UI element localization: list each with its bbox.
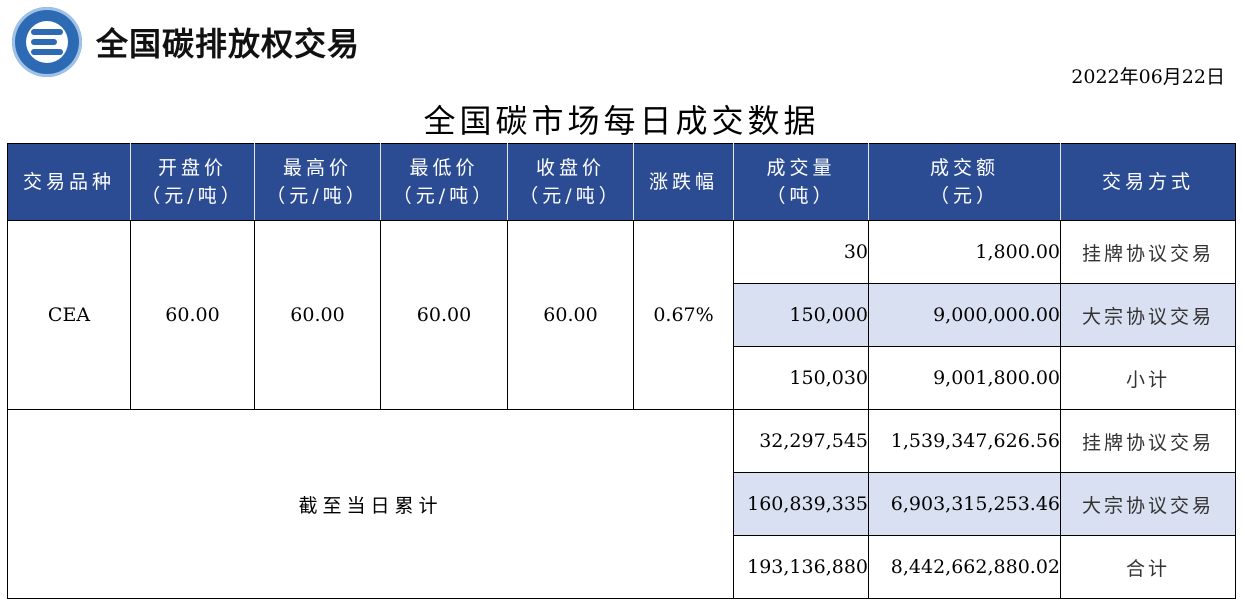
mode-cell: 大宗协议交易 <box>1060 472 1236 536</box>
total-amount-cell: 8,442,662,880.02 <box>868 535 1061 599</box>
brand-name: 全国碳排放权交易 <box>96 25 361 63</box>
page-title: 全国碳市场每日成交数据 <box>423 102 820 140</box>
subtotal-amount-cell: 9,001,800.00 <box>868 346 1061 410</box>
brand-header: 全国碳排放权交易 <box>12 6 360 78</box>
volume-cell: 150,000 <box>733 283 869 347</box>
total-volume-cell: 193,136,880 <box>733 535 869 599</box>
subtotal-label-cell: 小计 <box>1060 346 1236 410</box>
subtotal-volume-cell: 150,030 <box>733 346 869 410</box>
carbon-exchange-logo-icon <box>12 7 82 77</box>
report-date: 2022年06月22日 <box>1071 66 1225 88</box>
volume-cell: 32,297,545 <box>733 409 869 473</box>
close-price-cell: 60.00 <box>507 220 634 410</box>
col-header-change: 涨跌幅 <box>633 143 734 221</box>
table-row: 150,030 9,001,800.00 小计 <box>8 346 1236 410</box>
mode-cell: 挂牌协议交易 <box>1060 409 1236 473</box>
open-price-cell: 60.00 <box>130 220 255 410</box>
change-cell: 0.67% <box>633 220 734 410</box>
volume-cell: 30 <box>733 220 869 284</box>
product-cell: CEA <box>7 220 131 410</box>
amount-cell: 1,539,347,626.56 <box>868 409 1061 473</box>
table-row: 150,000 9,000,000.00 大宗协议交易 <box>8 283 1236 347</box>
mode-cell: 挂牌协议交易 <box>1060 220 1236 284</box>
cumulative-label: 截至当日累计 <box>298 494 443 517</box>
amount-cell: 1,800.00 <box>868 220 1061 284</box>
col-header-mode: 交易方式 <box>1060 143 1236 221</box>
volume-cell: 160,839,335 <box>733 472 869 536</box>
trading-data-table: 交易品种 开盘价 （元/吨） 最高价 （元/吨） 最低价 （元/吨） 收盘价 （元/吨）… <box>7 143 1236 599</box>
mode-cell: 大宗协议交易 <box>1060 283 1236 347</box>
col-header-low: 最低价 （元/吨） <box>380 143 508 221</box>
col-header-amount: 成交额 （元） <box>868 143 1061 221</box>
col-header-close: 收盘价 （元/吨） <box>507 143 634 221</box>
col-header-high: 最高价 （元/吨） <box>254 143 381 221</box>
high-price-cell: 60.00 <box>254 220 381 410</box>
col-header-product: 交易品种 <box>7 143 131 221</box>
amount-cell: 6,903,315,253.46 <box>868 472 1061 536</box>
low-price-cell: 60.00 <box>380 220 508 410</box>
table-row: 193,136,880 8,442,662,880.02 合计 <box>8 535 1236 599</box>
table-row: CEA 60.00 60.00 60.00 60.00 0.67% 30 1,8… <box>7 220 1236 410</box>
total-label-cell: 合计 <box>1060 535 1236 599</box>
cumulative-label-cell: 截至当日累计 <box>7 409 734 599</box>
col-header-open: 开盘价 （元/吨） <box>130 143 255 221</box>
table-row: 160,839,335 6,903,315,253.46 大宗协议交易 <box>8 472 1236 536</box>
col-header-volume: 成交量 （吨） <box>733 143 869 221</box>
table-header-row: 交易品种 开盘价 （元/吨） 最高价 （元/吨） 最低价 （元/吨） 收盘价 （元/吨）… <box>7 143 1236 221</box>
amount-cell: 9,000,000.00 <box>868 283 1061 347</box>
table-row: 截至当日累计 32,297,545 1,539,347,626.56 挂牌协议交… <box>7 409 1236 599</box>
